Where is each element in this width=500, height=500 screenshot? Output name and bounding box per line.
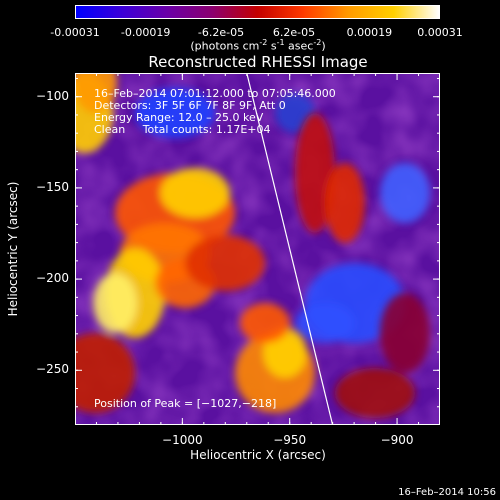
x-tick-label: −950 bbox=[273, 433, 307, 447]
colorbar bbox=[75, 5, 440, 19]
negative-regions bbox=[135, 88, 430, 343]
emission-blob bbox=[335, 368, 415, 418]
y-axis-label: Heliocentric Y (arcsec) bbox=[6, 181, 20, 317]
emission-blob bbox=[325, 163, 365, 243]
emission-blob bbox=[93, 273, 137, 333]
colorbar-tick-label: 0.00019 bbox=[346, 26, 393, 39]
colorbar-tick-label: 6.2e-05 bbox=[272, 26, 316, 39]
chart-title: Reconstructed RHESSI Image bbox=[148, 53, 368, 71]
solar-limb-line bbox=[246, 73, 334, 425]
colorbar-tick-label: -0.00019 bbox=[120, 26, 171, 39]
emission-blob bbox=[185, 235, 265, 291]
colorbar-tick-label: -0.00031 bbox=[50, 26, 100, 39]
timestamp: 16–Feb–2014 10:56 bbox=[398, 487, 496, 498]
y-tick-label: −200 bbox=[36, 271, 69, 286]
annotation-time: 16–Feb–2014 07:01:12.000 to 07:05:46.000 bbox=[94, 87, 336, 100]
x-tick-label: −1000 bbox=[162, 433, 203, 447]
y-tick-label: −150 bbox=[36, 179, 69, 194]
emission-blob bbox=[240, 303, 290, 343]
plot-frame bbox=[75, 73, 440, 425]
colorbar-units: (photons cm-2 s-1 asec-2) bbox=[190, 38, 326, 53]
emission-blob bbox=[380, 293, 430, 373]
annotation-energy-range: Energy Range: 12.0 – 25.0 keV bbox=[94, 111, 264, 124]
axis-ticks bbox=[75, 73, 440, 425]
y-tick-label: −250 bbox=[36, 362, 69, 377]
colorbar-tick-label: 0.00031 bbox=[417, 26, 463, 39]
x-tick-label: −900 bbox=[380, 433, 414, 447]
negative-blob bbox=[380, 163, 430, 223]
heatmap-plot bbox=[75, 73, 440, 425]
emission-blob bbox=[75, 333, 135, 413]
annotation-peak-position: Position of Peak = [−1027,−218] bbox=[94, 397, 277, 410]
y-tick-label: −100 bbox=[36, 88, 69, 103]
negative-blob bbox=[135, 88, 215, 138]
emission-blob bbox=[75, 73, 117, 113]
annotation-detectors: Detectors: 3F 5F 6F 7F 8F 9F, Att 0 bbox=[94, 99, 286, 112]
x-axis-label: Heliocentric X (arcsec) bbox=[190, 448, 326, 462]
emission-regions bbox=[75, 73, 430, 418]
annotation-method-counts: Clean Total counts: 1.17E+04 bbox=[94, 123, 271, 136]
colorbar-tick-label: -6.2e-05 bbox=[197, 26, 245, 39]
emission-blob bbox=[160, 168, 230, 218]
